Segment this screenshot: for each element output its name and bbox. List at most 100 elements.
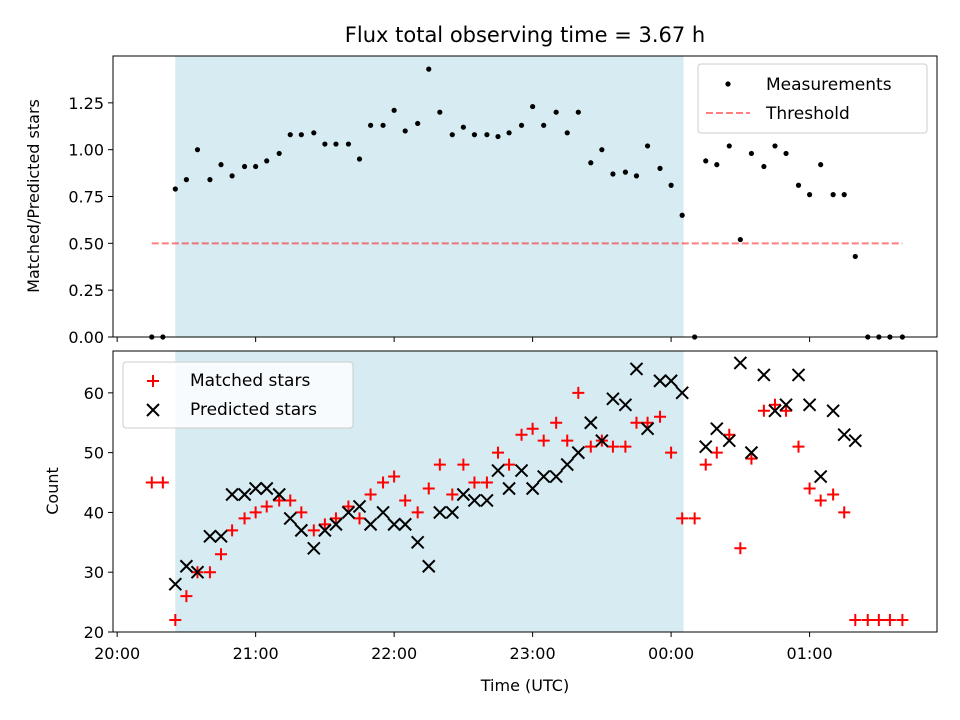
bottom-x-tick-label: 00:00 — [648, 644, 694, 663]
predicted-star-point — [802, 398, 817, 412]
bottom-x-tick-label: 21:00 — [233, 644, 279, 663]
bottom-y-tick-label: 50 — [84, 444, 104, 463]
measurement-point — [506, 130, 512, 136]
matched-star-point — [561, 434, 574, 447]
matched-star-point — [896, 614, 909, 627]
measurement-point — [830, 192, 836, 198]
measurement-point — [484, 132, 490, 138]
measurement-point — [610, 171, 616, 177]
predicted-star-point — [640, 422, 655, 436]
matched-star-point — [654, 410, 667, 423]
predicted-star-point — [491, 463, 505, 478]
matched-star-point — [468, 476, 481, 489]
measurement-point — [471, 132, 478, 138]
predicted-star-point — [237, 487, 252, 502]
predicted-star-point — [307, 541, 321, 556]
matched-star-point — [180, 590, 193, 603]
predicted-star-point — [318, 523, 332, 538]
matched-star-point — [792, 440, 805, 453]
matched-star-point — [606, 440, 619, 453]
matched-star-point — [226, 524, 239, 537]
top-x-axis-ticks — [116, 337, 811, 342]
predicted-star-point — [768, 404, 782, 418]
measurement-point — [644, 143, 651, 149]
measurement-point — [322, 141, 328, 147]
measurement-point — [703, 158, 709, 164]
measurement-point — [588, 160, 594, 166]
measurement-point — [772, 143, 778, 149]
predicted-star-point — [410, 535, 425, 550]
measurement-point — [518, 122, 525, 128]
matched-star-point — [699, 458, 712, 471]
matched-star-point — [861, 614, 874, 627]
predicted-star-point — [571, 445, 586, 460]
predicted-star-point — [629, 362, 644, 376]
matched-star-point — [364, 488, 377, 501]
top-panel: Flux total observing time = 3.67 h 0.000… — [24, 23, 938, 347]
matched-star-point — [872, 614, 885, 627]
bottom-legend: Matched stars Predicted stars — [122, 361, 354, 429]
predicted-star-point — [190, 565, 205, 579]
predicted-star-point — [480, 493, 494, 508]
measurement-point — [253, 163, 259, 170]
measurement-point — [541, 122, 547, 128]
matched-star-point — [260, 500, 273, 513]
predicted-star-point — [584, 416, 598, 430]
measurement-point — [172, 186, 178, 192]
measurement-point — [783, 150, 789, 157]
measurement-point — [841, 192, 847, 198]
predicted-star-point — [248, 481, 263, 496]
measurement-point — [795, 182, 802, 188]
predicted-star-point — [514, 463, 529, 478]
matched-star-point — [342, 500, 355, 513]
predicted-star-point — [848, 433, 862, 448]
matched-star-point — [491, 446, 504, 459]
matched-star-point — [619, 440, 632, 453]
matched-star-point — [411, 506, 424, 519]
legend-threshold-label: Threshold — [765, 104, 850, 124]
matched-star-point — [676, 512, 689, 525]
matched-star-point — [641, 416, 654, 429]
top-y-axis-label: Matched/Predicted stars — [24, 99, 43, 293]
measurement-point — [737, 236, 743, 243]
bottom-plot-frame — [112, 350, 938, 633]
measurement-point — [241, 163, 248, 170]
measurement-point — [402, 128, 408, 134]
matched-star-point — [550, 416, 563, 429]
predicted-star-point — [837, 427, 851, 442]
matched-star-point — [734, 542, 747, 555]
measurement-point — [761, 163, 767, 170]
top-y-tick-label: 0.75 — [68, 188, 104, 207]
matched-star-point — [169, 614, 182, 627]
top-y-tick-label: 1.00 — [68, 141, 104, 160]
legend-predicted-marker — [146, 403, 160, 417]
matched-star-point — [399, 494, 412, 507]
predicted-star-point — [445, 505, 460, 520]
measurement-point — [333, 141, 339, 147]
matched-star-point — [803, 482, 816, 495]
bottom-panel: 20 30 40 50 60 20:00 21:00 22:00 23:00 00:00 01:0… — [43, 350, 938, 695]
matched-star-point — [156, 476, 169, 489]
predicted-star-point — [179, 559, 194, 573]
predicted-star-point — [376, 505, 390, 520]
matched-star-point — [883, 614, 896, 627]
measurement-point — [818, 162, 824, 168]
predicted-star-point — [618, 398, 633, 412]
predicted-star-point — [433, 505, 447, 520]
matched-star-point — [422, 482, 435, 495]
matched-star-point — [768, 398, 781, 411]
top-y-tick-label: 1.25 — [68, 94, 104, 113]
matched-star-point — [780, 404, 793, 417]
bottom-x-tick-label: 01:00 — [787, 644, 833, 663]
matched-star-point — [526, 422, 539, 435]
predicted-star-point — [272, 487, 286, 502]
top-plot-frame — [112, 55, 938, 338]
matched-star-point — [377, 476, 390, 489]
predicted-star-point — [203, 529, 217, 544]
measurement-point — [806, 192, 813, 198]
predicted-star-point — [826, 404, 840, 418]
matched-star-point — [318, 518, 331, 531]
measurement-point — [495, 133, 501, 140]
predicted-star-point — [398, 517, 412, 532]
